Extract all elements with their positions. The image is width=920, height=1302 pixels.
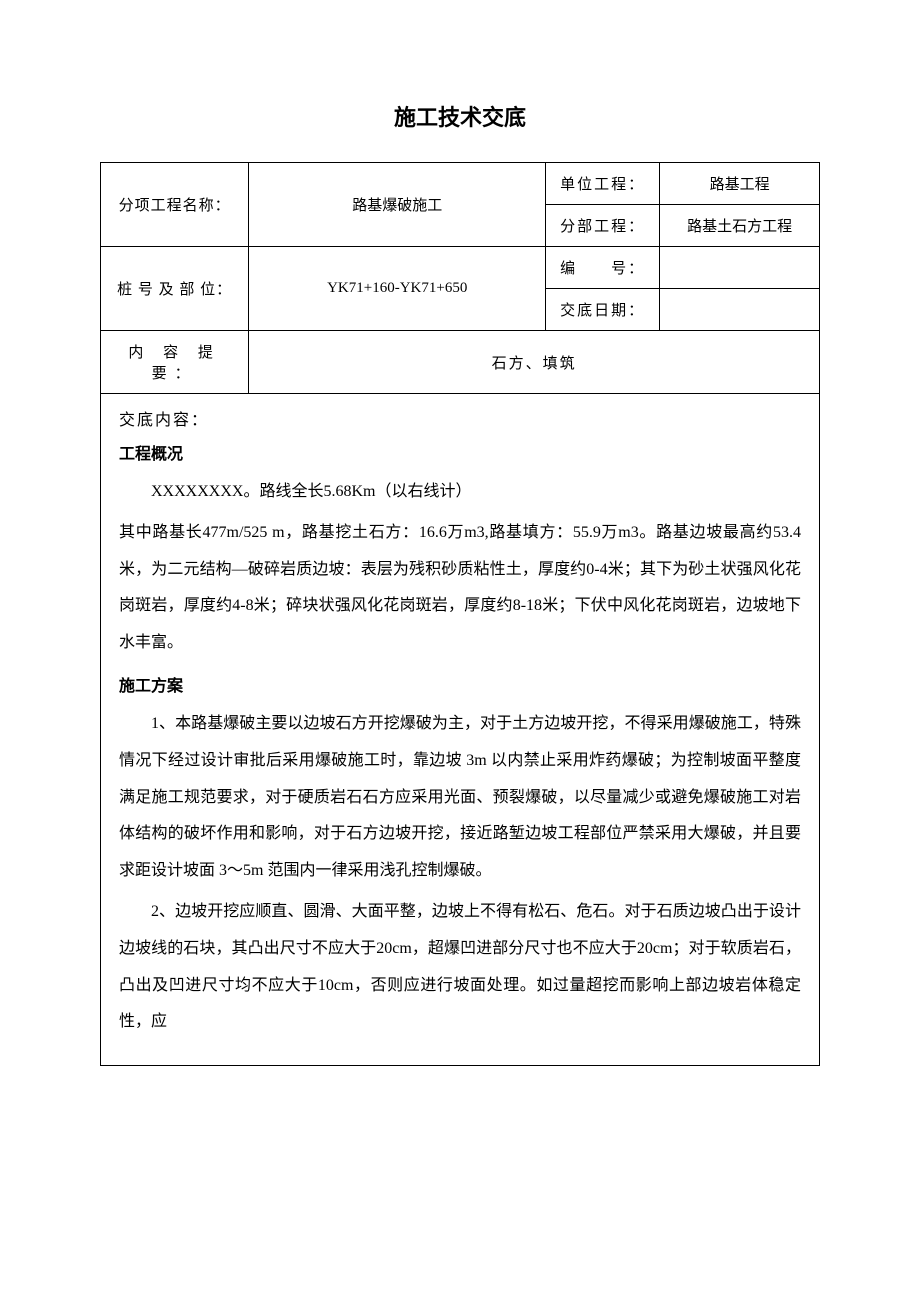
row1-sub1-value: 路基工程 (660, 163, 820, 205)
overview-paragraph-2: 其中路基长477m/525 m，路基挖土石方：16.6万m3,路基填方：55.9… (119, 515, 801, 662)
header-table: 分项工程名称： 路基爆破施工 单位工程： 路基工程 分部工程： 路基土石方工程 … (100, 162, 820, 394)
plan-heading: 施工方案 (119, 672, 801, 696)
summary-label: 内 容 提 要： (101, 331, 249, 394)
plan-paragraph-2: 2、边坡开挖应顺直、圆滑、大面平整，边坡上不得有松石、危石。对于石质边坡凸出于设… (119, 894, 801, 1041)
row1-sub2-label: 分部工程： (546, 205, 660, 247)
summary-value: 石方、填筑 (249, 331, 820, 394)
content-box: 交底内容： 工程概况 XXXXXXXX。路线全长5.68Km（以右线计） 其中路… (100, 394, 820, 1066)
overview-paragraph-1: XXXXXXXX。路线全长5.68Km（以右线计） (119, 474, 801, 511)
deliver-label: 交底内容： (119, 406, 801, 430)
row2-label: 桩 号 及 部 位： (101, 247, 249, 331)
row2-mid: YK71+160-YK71+650 (249, 247, 546, 331)
row1-sub1-label: 单位工程： (546, 163, 660, 205)
overview-heading: 工程概况 (119, 440, 801, 464)
row1-sub2-value: 路基土石方工程 (660, 205, 820, 247)
document-title: 施工技术交底 (100, 100, 820, 132)
row1-mid: 路基爆破施工 (249, 163, 546, 247)
row2-sub2-label: 交底日期： (546, 289, 660, 331)
row2-sub2-value (660, 289, 820, 331)
row2-sub1-value (660, 247, 820, 289)
row1-label: 分项工程名称： (101, 163, 249, 247)
row2-sub1-label: 编 号： (546, 247, 660, 289)
plan-paragraph-1: 1、本路基爆破主要以边坡石方开挖爆破为主，对于土方边坡开挖，不得采用爆破施工，特… (119, 706, 801, 890)
